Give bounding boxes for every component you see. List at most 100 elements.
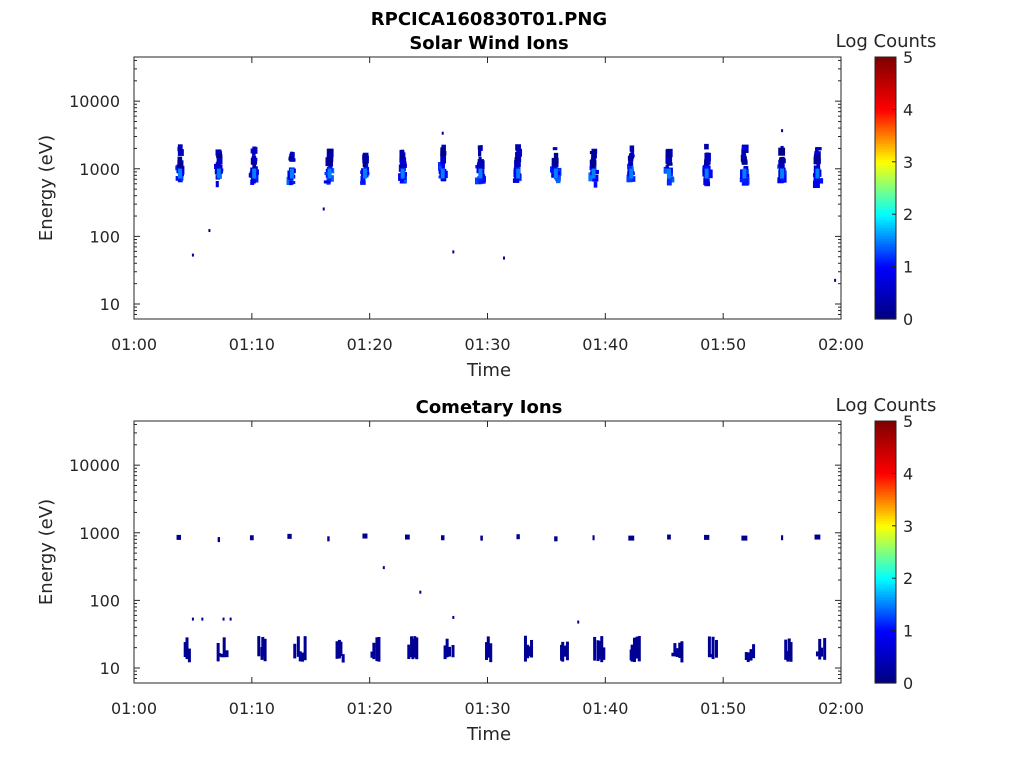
heatmap-cell bbox=[704, 168, 709, 179]
heatmap-cell bbox=[502, 256, 505, 260]
colorbar-strip bbox=[875, 651, 896, 655]
colorbar-strip bbox=[875, 98, 896, 103]
heatmap-cell bbox=[818, 638, 822, 660]
heatmap-cell bbox=[704, 162, 709, 166]
heatmap-cell bbox=[399, 157, 407, 163]
colorbar-strip bbox=[875, 641, 896, 645]
colorbar-strip bbox=[875, 421, 896, 425]
colorbar-strip bbox=[875, 112, 896, 116]
colorbar-strip bbox=[875, 552, 896, 556]
colorbar-strip bbox=[875, 627, 896, 632]
colorbar-strip bbox=[875, 549, 896, 553]
heatmap-cell bbox=[293, 643, 297, 659]
colorbar-tick-label: 1 bbox=[903, 622, 913, 641]
heatmap-cell bbox=[600, 636, 604, 663]
heatmap-cell bbox=[477, 145, 482, 150]
heatmap-cell bbox=[812, 180, 820, 189]
heatmap-cell bbox=[637, 636, 641, 662]
heatmap-cell bbox=[405, 534, 410, 540]
heatmap-cell bbox=[289, 180, 296, 185]
colorbar-strip bbox=[875, 135, 896, 139]
heatmap-cell bbox=[577, 620, 580, 624]
heatmap-cell bbox=[217, 537, 221, 543]
heatmap-cell bbox=[591, 168, 596, 179]
x-tick-label: 01:00 bbox=[111, 335, 157, 354]
colorbar-strip bbox=[875, 287, 896, 291]
colorbar-strip bbox=[875, 617, 896, 621]
colorbar-strip bbox=[875, 643, 896, 647]
colorbar-strip bbox=[875, 292, 896, 297]
heatmap-cell bbox=[627, 163, 632, 169]
colorbar-strip bbox=[875, 596, 896, 600]
colorbar-strip bbox=[875, 256, 896, 260]
heatmap-cell bbox=[823, 638, 827, 660]
heatmap-cell bbox=[563, 645, 567, 657]
colorbar-strip bbox=[875, 499, 896, 503]
heatmap-cell bbox=[341, 654, 345, 663]
heatmap-cell bbox=[252, 168, 257, 179]
heatmap-cell bbox=[752, 644, 756, 659]
heatmap-cell bbox=[298, 651, 302, 662]
heatmap-cell bbox=[251, 160, 257, 165]
colorbar-strip bbox=[875, 188, 896, 192]
heatmap-cell bbox=[629, 145, 635, 152]
heatmap-cell bbox=[781, 535, 784, 541]
colorbar-strip bbox=[875, 496, 896, 501]
heatmap-cell bbox=[191, 617, 194, 621]
heatmap-cell bbox=[739, 177, 745, 183]
colorbar-strip bbox=[875, 271, 896, 276]
colorbar-strip bbox=[875, 591, 896, 595]
heatmap-cell bbox=[263, 638, 267, 662]
heatmap-cell bbox=[261, 636, 265, 657]
colorbar-strip bbox=[875, 502, 896, 506]
colorbar-strip bbox=[875, 206, 896, 210]
heatmap-area bbox=[175, 129, 837, 282]
colorbar-strip bbox=[875, 538, 896, 543]
colorbar-tick-label: 5 bbox=[903, 412, 913, 431]
colorbar-strip bbox=[875, 478, 896, 482]
heatmap-cell bbox=[399, 178, 407, 184]
colorbar-strip bbox=[875, 599, 896, 603]
heatmap-cell bbox=[711, 636, 715, 660]
colorbar-strip bbox=[875, 489, 896, 493]
heatmap-cell bbox=[705, 155, 709, 165]
heatmap-cell bbox=[362, 533, 368, 539]
heatmap-cell bbox=[551, 173, 556, 178]
y-axis-label: Energy (eV) bbox=[36, 499, 57, 605]
heatmap-cell bbox=[565, 641, 569, 661]
heatmap-cell bbox=[815, 651, 819, 657]
heatmap-cell bbox=[523, 635, 527, 662]
colorbar-strip bbox=[875, 127, 896, 131]
heatmap-cell bbox=[554, 536, 558, 542]
colorbar-strip bbox=[875, 185, 896, 189]
colorbar-strip bbox=[875, 250, 896, 255]
heatmap-cell bbox=[220, 653, 224, 658]
x-axis-label: Time bbox=[466, 724, 511, 745]
axis-ticks: 10 100 1000 10000 01:00 01:10 01:20 01:30 01:40 0… bbox=[69, 421, 864, 718]
heatmap-cell bbox=[554, 161, 558, 166]
colorbar-label: Log Counts bbox=[836, 31, 937, 52]
heatmap-cell bbox=[289, 158, 296, 162]
colorbar-strip bbox=[875, 512, 896, 516]
colorbar-strip bbox=[875, 59, 896, 63]
colorbar-strip bbox=[875, 669, 896, 674]
heatmap-cell bbox=[678, 642, 682, 658]
heatmap-cell bbox=[741, 535, 748, 541]
heatmap-cell bbox=[413, 636, 417, 658]
colorbar-strip bbox=[875, 316, 896, 320]
x-axis-label: Time bbox=[466, 360, 511, 381]
colorbar-strip bbox=[875, 620, 896, 624]
colorbar-strip bbox=[875, 279, 896, 283]
heatmap-cell bbox=[741, 177, 749, 186]
heatmap-cell bbox=[787, 638, 791, 660]
colorbar-strip bbox=[875, 311, 896, 315]
colorbar-strip bbox=[875, 452, 896, 456]
heatmap-cell bbox=[257, 636, 261, 657]
heatmap-cell bbox=[328, 163, 333, 172]
heatmap-cell bbox=[815, 147, 819, 153]
colorbar-strip bbox=[875, 578, 896, 582]
colorbar-strip bbox=[875, 229, 896, 234]
heatmap-cell bbox=[327, 154, 334, 162]
heatmap-cell bbox=[816, 163, 821, 170]
colorbar-strip bbox=[875, 544, 896, 548]
